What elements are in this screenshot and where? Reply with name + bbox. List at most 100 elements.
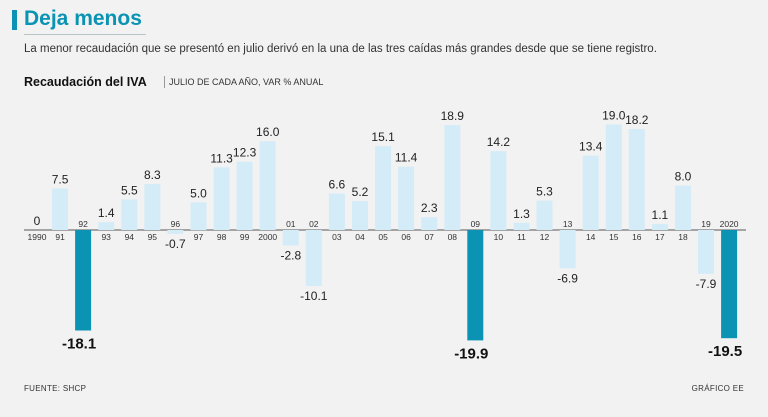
bar-12: [536, 200, 553, 230]
bar-93: [98, 222, 115, 230]
bar-04: [352, 201, 368, 230]
bar-18: [675, 185, 691, 230]
data-label-08: 18.9: [441, 109, 465, 123]
subtitle: La menor recaudación que se presentó en …: [24, 43, 657, 55]
data-label-11: 1.3: [513, 207, 530, 221]
tick-label-12: 12: [540, 232, 550, 242]
headline: Deja menos: [24, 7, 142, 30]
tick-label-95: 95: [148, 232, 158, 242]
data-label-92: -18.1: [62, 336, 96, 353]
tick-label-04: 04: [355, 232, 365, 242]
data-label-18: 8.0: [675, 170, 692, 184]
chart-title-separator: [164, 76, 165, 88]
bar-17: [651, 223, 668, 230]
data-label-03: 6.6: [329, 177, 346, 191]
bar-99: [236, 161, 253, 230]
data-label-96: -0.7: [165, 237, 186, 251]
tick-label-94: 94: [125, 232, 135, 242]
tick-label-96: 96: [171, 219, 181, 229]
bar-94: [121, 199, 138, 230]
tick-label-17: 17: [655, 232, 665, 242]
bar-05: [375, 146, 392, 230]
bar-96: [167, 230, 184, 234]
bar-91: [52, 188, 69, 230]
tick-label-13: 13: [563, 219, 573, 229]
tick-label-14: 14: [586, 232, 596, 242]
bar-03: [328, 193, 345, 230]
bar-15: [605, 124, 622, 230]
data-label-17: 1.1: [652, 208, 669, 222]
data-label-12: 5.3: [536, 185, 553, 199]
tick-label-92: 92: [78, 219, 88, 229]
bar-92: [75, 230, 92, 331]
tick-label-02: 02: [309, 219, 319, 229]
data-label-1990: 0: [34, 214, 41, 228]
tick-label-11: 11: [517, 232, 526, 242]
tick-label-08: 08: [448, 232, 458, 242]
bar-2020: [721, 230, 738, 339]
headline-accent-bar: [12, 10, 17, 30]
tick-label-98: 98: [217, 232, 227, 242]
data-label-97: 5.0: [190, 186, 207, 200]
bar-09: [467, 230, 484, 341]
tick-label-16: 16: [632, 232, 642, 242]
chart-subtitle: JULIO DE CADA AÑO, VAR % ANUAL: [169, 77, 324, 87]
data-label-02: -10.1: [300, 289, 328, 303]
tick-label-91: 91: [55, 232, 65, 242]
data-label-2000: 16.0: [256, 125, 280, 139]
tick-label-97: 97: [194, 232, 204, 242]
data-label-05: 15.1: [371, 130, 395, 144]
bar-01: [282, 230, 299, 246]
tick-label-99: 99: [240, 232, 250, 242]
data-label-15: 19.0: [602, 109, 626, 123]
bar-02: [305, 230, 322, 287]
tick-label-19: 19: [701, 219, 711, 229]
data-label-09: -19.9: [454, 345, 488, 362]
data-label-16: 18.2: [625, 113, 649, 127]
bar-11: [513, 222, 530, 230]
bar-07: [421, 217, 438, 230]
bar-95: [144, 183, 161, 230]
tick-label-05: 05: [378, 232, 388, 242]
data-label-01: -2.8: [280, 249, 301, 263]
tick-label-93: 93: [101, 232, 111, 242]
source-note: FUENTE: SHCP: [24, 384, 87, 393]
headline-rule: [24, 34, 146, 35]
data-label-10: 14.2: [487, 135, 511, 149]
tick-label-15: 15: [609, 232, 619, 242]
tick-label-03: 03: [332, 232, 342, 242]
data-label-91: 7.5: [52, 172, 69, 186]
bar-10: [490, 151, 507, 230]
chart-title: Recaudación del IVA: [24, 75, 147, 89]
data-label-94: 5.5: [121, 184, 138, 198]
data-label-14: 13.4: [579, 140, 603, 154]
bar-06: [398, 166, 415, 230]
bar-13: [559, 230, 576, 269]
tick-label-2000: 2000: [258, 232, 277, 242]
data-label-99: 12.3: [233, 146, 257, 160]
data-label-95: 8.3: [144, 168, 161, 182]
data-label-2020: -19.5: [708, 343, 742, 360]
tick-label-09: 09: [471, 219, 481, 229]
credit-note: GRÁFICO EE: [691, 384, 744, 393]
data-label-07: 2.3: [421, 201, 438, 215]
data-label-04: 5.2: [352, 185, 369, 199]
tick-label-1990: 1990: [28, 232, 47, 242]
data-label-19: -7.9: [696, 277, 717, 291]
bar-2000: [259, 141, 276, 230]
bar-16: [628, 129, 645, 230]
data-label-93: 1.4: [98, 206, 115, 220]
bar-98: [213, 167, 230, 230]
data-label-06: 11.4: [395, 151, 418, 165]
tick-label-07: 07: [424, 232, 434, 242]
bar-08: [444, 125, 461, 230]
bar-14: [582, 155, 599, 230]
tick-label-18: 18: [678, 232, 688, 242]
bar-97: [190, 202, 207, 231]
tick-label-01: 01: [286, 219, 296, 229]
data-label-98: 11.3: [210, 151, 233, 165]
bar-19: [698, 230, 714, 274]
tick-label-10: 10: [494, 232, 504, 242]
data-label-13: -6.9: [557, 271, 578, 285]
